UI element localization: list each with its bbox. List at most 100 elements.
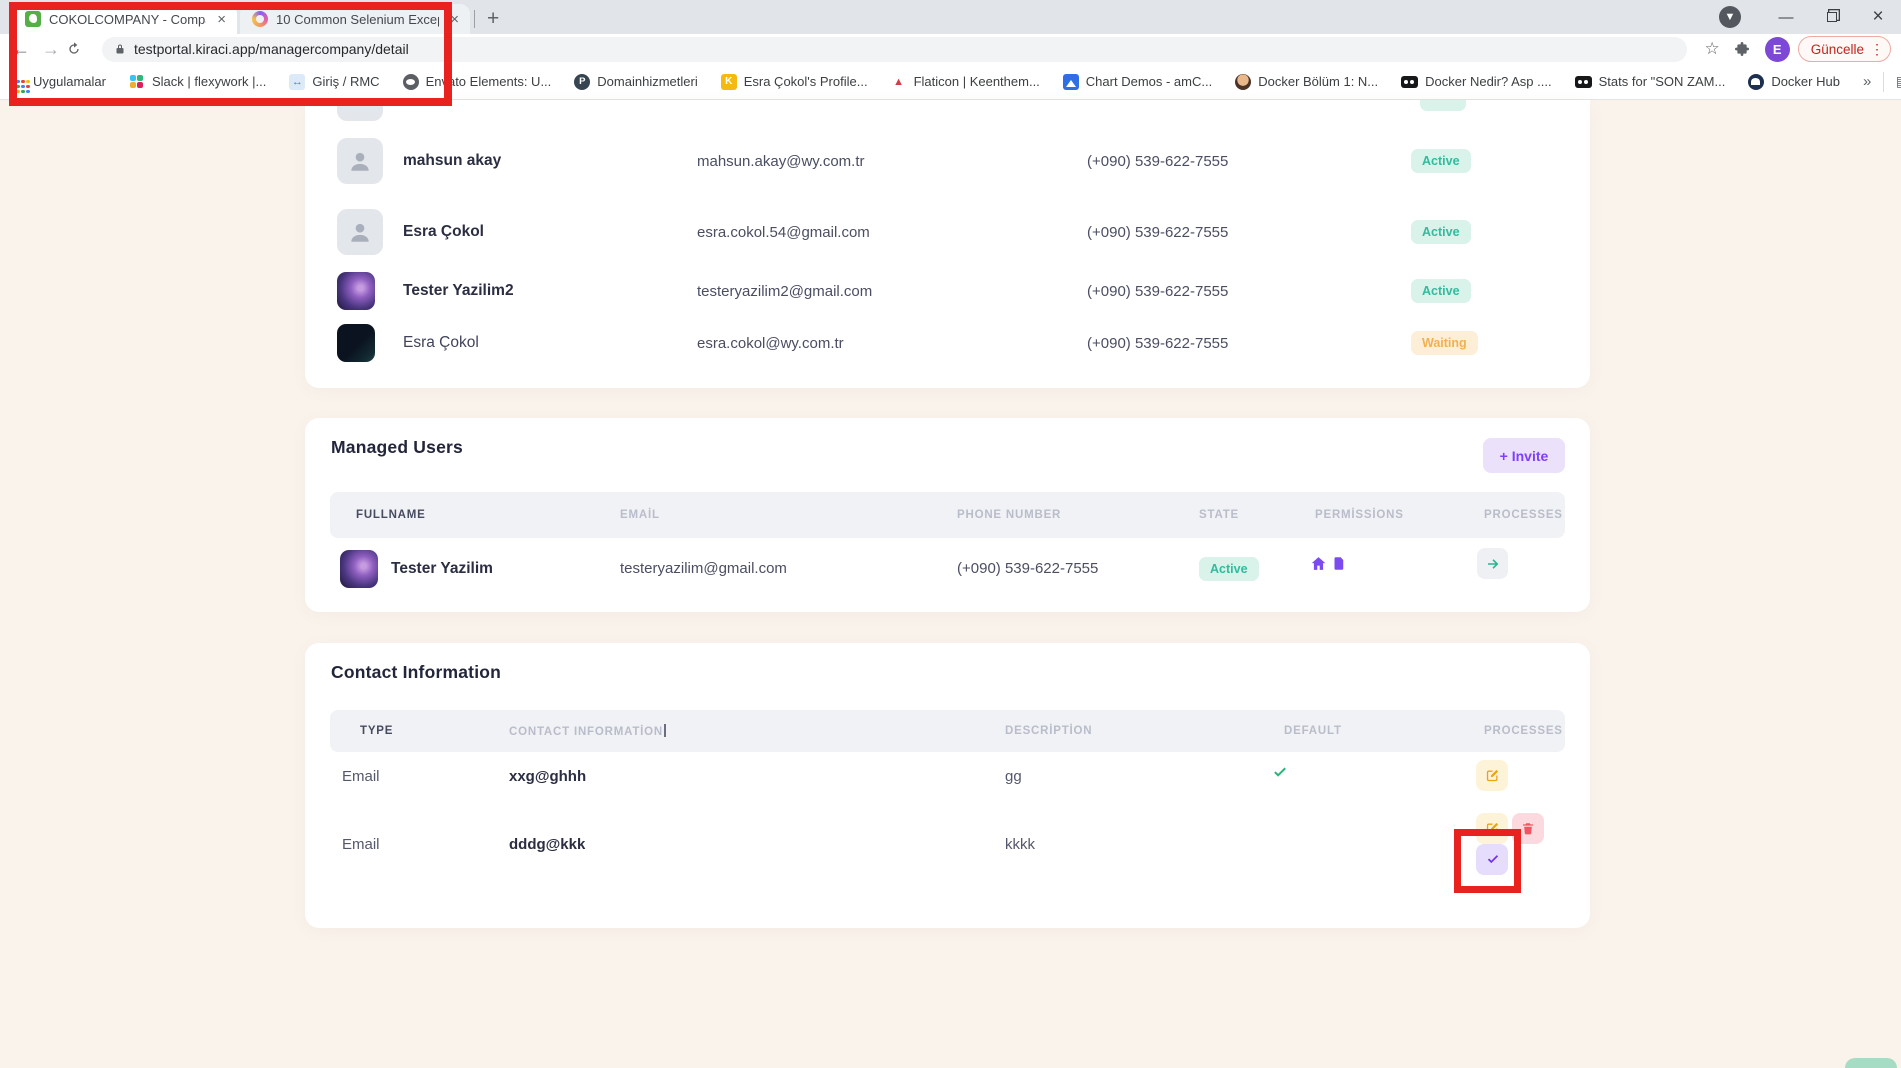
- person-avatar-icon: [1235, 74, 1251, 90]
- bookmark-chart-demos[interactable]: Chart Demos - amC...: [1063, 74, 1212, 90]
- column-header: PHONE NUMBER: [957, 509, 1199, 521]
- chart-icon: [1063, 74, 1079, 90]
- window-controls: ▼ — ×: [1719, 0, 1901, 34]
- chat-widget-pill[interactable]: [1845, 1058, 1897, 1068]
- column-header-text: CONTACT INFORMATİON: [509, 726, 663, 738]
- column-header: PERMİSSİONS: [1315, 509, 1484, 521]
- restore-button[interactable]: [1809, 1, 1855, 33]
- profile-avatar[interactable]: E: [1765, 37, 1790, 62]
- annotation-box-browser: [9, 2, 452, 106]
- trash-icon: [1521, 821, 1535, 836]
- person-icon: [347, 148, 373, 174]
- contact-type: Email: [330, 768, 509, 785]
- annotation-box-confirm-button: [1454, 829, 1521, 893]
- status-badge: Active: [1411, 279, 1471, 303]
- chrome-update-button[interactable]: Güncelle ⋮: [1798, 36, 1891, 62]
- contact-type: Email: [330, 836, 509, 853]
- column-header: PROCESSES: [1484, 725, 1565, 737]
- user-row: Tester Yazilim2 testeryazilim2@gmail.com…: [337, 268, 1567, 314]
- managed-user-email: testeryazilim@gmail.com: [620, 560, 957, 577]
- contact-description: gg: [1005, 768, 1284, 785]
- bookmark-stats[interactable]: Stats for "SON ZAM...: [1575, 74, 1726, 89]
- column-header: EMAİL: [620, 509, 957, 521]
- docker-icon: [1748, 74, 1764, 90]
- home-icon: [1310, 555, 1327, 572]
- section-title: Contact Information: [331, 662, 501, 683]
- avatar: [337, 272, 375, 310]
- user-phone: (+090) 539-622-7555: [1087, 283, 1411, 300]
- table-row: Email xxg@ghhh gg: [330, 753, 1565, 799]
- user-name: Esra Çokol: [403, 334, 697, 352]
- column-header: FULLNAME: [330, 509, 620, 521]
- browser-menu-icon[interactable]: ⋮: [1870, 41, 1884, 58]
- default-check-icon: [1271, 765, 1288, 780]
- window-close-button[interactable]: ×: [1855, 1, 1901, 33]
- user-email: testeryazilim2@gmail.com: [697, 283, 1087, 300]
- contact-value: xxg@ghhh: [509, 768, 1005, 785]
- table-header: FULLNAME EMAİL PHONE NUMBER STATE PERMİS…: [330, 492, 1565, 538]
- column-header: TYPE: [330, 725, 509, 737]
- managed-users-card: Managed Users + Invite FULLNAME EMAİL PH…: [305, 418, 1590, 612]
- status-badge: Active: [1199, 557, 1259, 581]
- avatar: [340, 550, 378, 588]
- user-row: Esra Çokol esra.cokol@wy.com.tr (+090) 5…: [337, 320, 1567, 366]
- divider: [1883, 72, 1884, 92]
- bookmark-docker-hub[interactable]: Docker Hub: [1748, 74, 1840, 90]
- bookmark-label: Docker Nedir? Asp ....: [1425, 74, 1551, 89]
- bookmark-docker-bolum[interactable]: Docker Bölüm 1: N...: [1235, 74, 1378, 90]
- tab-separator: [474, 10, 475, 28]
- contact-information-card: Contact Information TYPE CONTACT INFORMA…: [305, 643, 1590, 928]
- video-icon: [1575, 76, 1592, 88]
- reading-list-icon: ▤: [1896, 73, 1901, 90]
- bookmark-domainhizmetleri[interactable]: P Domainhizmetleri: [574, 74, 697, 90]
- status-badge: Active: [1411, 220, 1471, 244]
- bookmark-label: Docker Hub: [1771, 74, 1840, 89]
- user-email: esra.cokol@wy.com.tr: [697, 335, 1087, 352]
- extensions-puzzle-icon[interactable]: [1734, 41, 1750, 57]
- user-phone: (+090) 539-622-7555: [1087, 335, 1411, 352]
- tab-search-icon[interactable]: ▼: [1719, 6, 1741, 28]
- invite-button[interactable]: + Invite: [1483, 438, 1565, 473]
- open-detail-button[interactable]: [1477, 548, 1508, 579]
- video-icon: [1401, 76, 1418, 88]
- bookmarks-right: » ▤ Okuma listesi: [1863, 67, 1901, 97]
- user-name: Tester Yazilim2: [403, 282, 697, 300]
- column-header: DESCRİPTİON: [1005, 725, 1284, 737]
- person-icon: [347, 219, 373, 245]
- managed-user-name: Tester Yazilim: [391, 560, 493, 578]
- edit-contact-button[interactable]: [1476, 760, 1508, 791]
- column-header: DEFAULT: [1284, 725, 1484, 737]
- status-badge: Active: [1411, 149, 1471, 173]
- bookmark-label: Docker Bölüm 1: N...: [1258, 74, 1378, 89]
- user-row: mahsun akay mahsun.akay@wy.com.tr (+090)…: [337, 138, 1567, 184]
- avatar: [337, 324, 375, 362]
- section-title: Managed Users: [331, 437, 463, 458]
- p-circle-icon: P: [574, 74, 590, 90]
- status-badge: [1420, 100, 1466, 111]
- column-header: PROCESSES: [1484, 509, 1565, 521]
- contact-description: kkkk: [1005, 836, 1284, 853]
- bookmark-docker-nedir[interactable]: Docker Nedir? Asp ....: [1401, 74, 1551, 89]
- text-cursor: [664, 724, 666, 737]
- page-content: mahsun akay mahsun.akay@wy.com.tr (+090)…: [0, 100, 1901, 968]
- edit-icon: [1485, 768, 1500, 783]
- bookmark-star-icon[interactable]: ☆: [1704, 39, 1719, 59]
- arrow-right-icon: [1485, 556, 1501, 572]
- user-phone: (+090) 539-622-7555: [1087, 224, 1411, 241]
- bookmark-flaticon[interactable]: ▲ Flaticon | Keenthem...: [891, 74, 1040, 90]
- k-square-icon: K: [721, 74, 737, 90]
- user-name: mahsun akay: [403, 152, 697, 170]
- flaticon-icon: ▲: [891, 74, 907, 90]
- minimize-button[interactable]: —: [1763, 1, 1809, 33]
- new-tab-button[interactable]: +: [481, 7, 505, 31]
- table-header: TYPE CONTACT INFORMATİON DESCRİPTİON DEF…: [330, 710, 1565, 752]
- user-email: mahsun.akay@wy.com.tr: [697, 153, 1087, 170]
- status-badge: Waiting: [1411, 331, 1478, 355]
- bookmark-profile[interactable]: K Esra Çokol's Profile...: [721, 74, 868, 90]
- bookmarks-overflow-chevron[interactable]: »: [1863, 73, 1871, 90]
- permissions-icons: [1310, 555, 1347, 572]
- user-name: Esra Çokol: [403, 223, 697, 241]
- column-header: CONTACT INFORMATİON: [509, 724, 1005, 738]
- avatar: [337, 209, 383, 255]
- user-email: esra.cokol.54@gmail.com: [697, 224, 1087, 241]
